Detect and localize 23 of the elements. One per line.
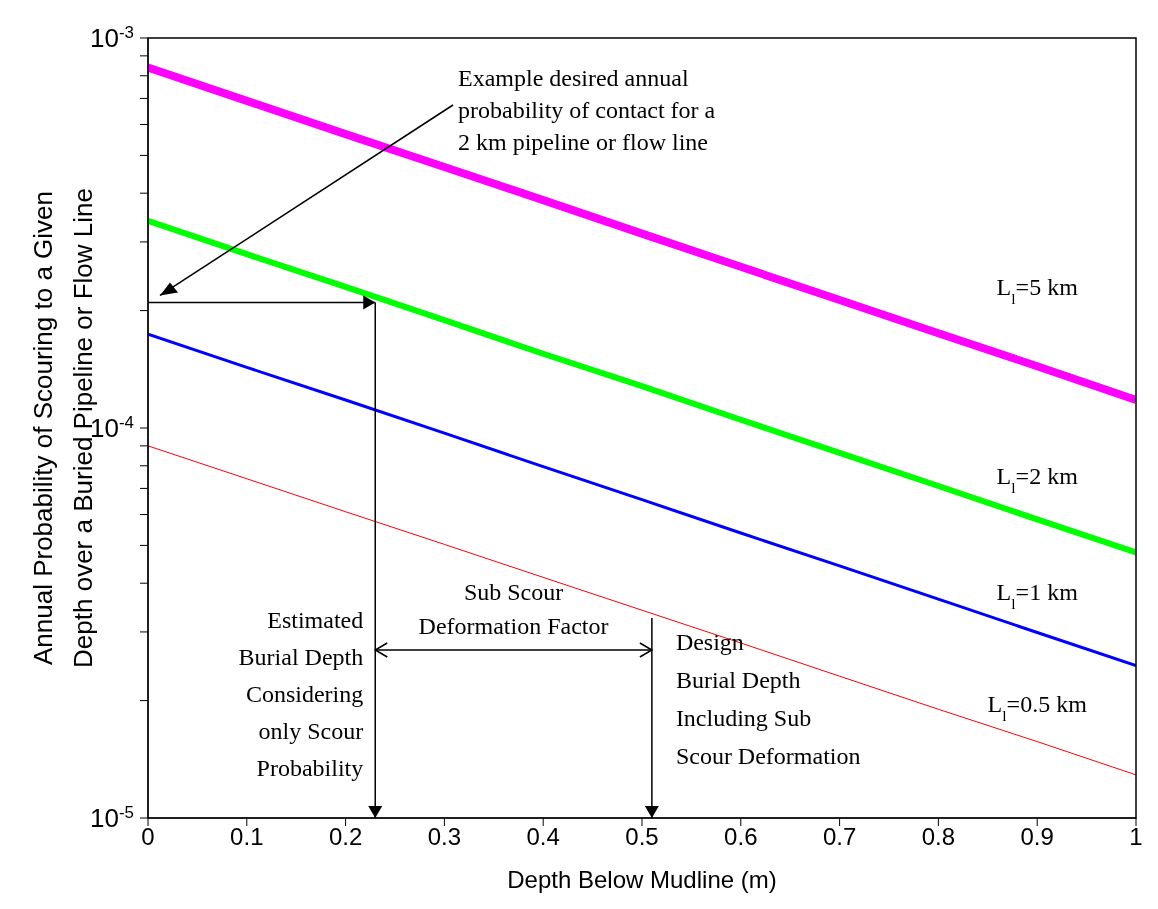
series-label: L$_{l}$=0.5 km xyxy=(987,690,1088,724)
x-tick-label: 0.5 xyxy=(625,823,659,851)
x-tick-label: 0.7 xyxy=(822,823,857,851)
line-series xyxy=(148,332,1136,668)
x-tick-label: 0 xyxy=(141,823,155,851)
annotation: Example desired annual probability of contact for a 2 km pipeline or flow line xyxy=(458,65,716,155)
x-tick-label: 0.6 xyxy=(724,823,758,851)
annotation: Design Burial Depth Including Sub Scour Deformation xyxy=(675,629,861,769)
annotation: Estimated Burial Depth Considering only Scour Probability xyxy=(238,607,364,781)
x-tick-label: 0.9 xyxy=(1020,823,1054,851)
y-tick-label: 10$^{-5}$ xyxy=(90,802,134,833)
x-tick-label: 0.2 xyxy=(328,823,363,851)
x-axis-title: Depth Below Mudline (m) xyxy=(507,866,777,893)
series-label: L$_{l}$=2 km xyxy=(996,463,1079,496)
x-tick-label: 0.4 xyxy=(526,823,560,851)
x-tick-label: 1 xyxy=(1129,823,1143,851)
series-label: L$_{l}$=1 km xyxy=(996,579,1079,612)
x-tick-label: 0.8 xyxy=(921,823,956,851)
x-tick-label: 0.1 xyxy=(230,823,264,851)
series-label: L$_{l}$=5 km xyxy=(996,274,1079,307)
annotation: Sub Scour Deformation Factor xyxy=(418,579,609,639)
x-tick-label: 0.3 xyxy=(427,823,462,851)
y-tick-label: 10$^{-3}$ xyxy=(90,22,134,53)
